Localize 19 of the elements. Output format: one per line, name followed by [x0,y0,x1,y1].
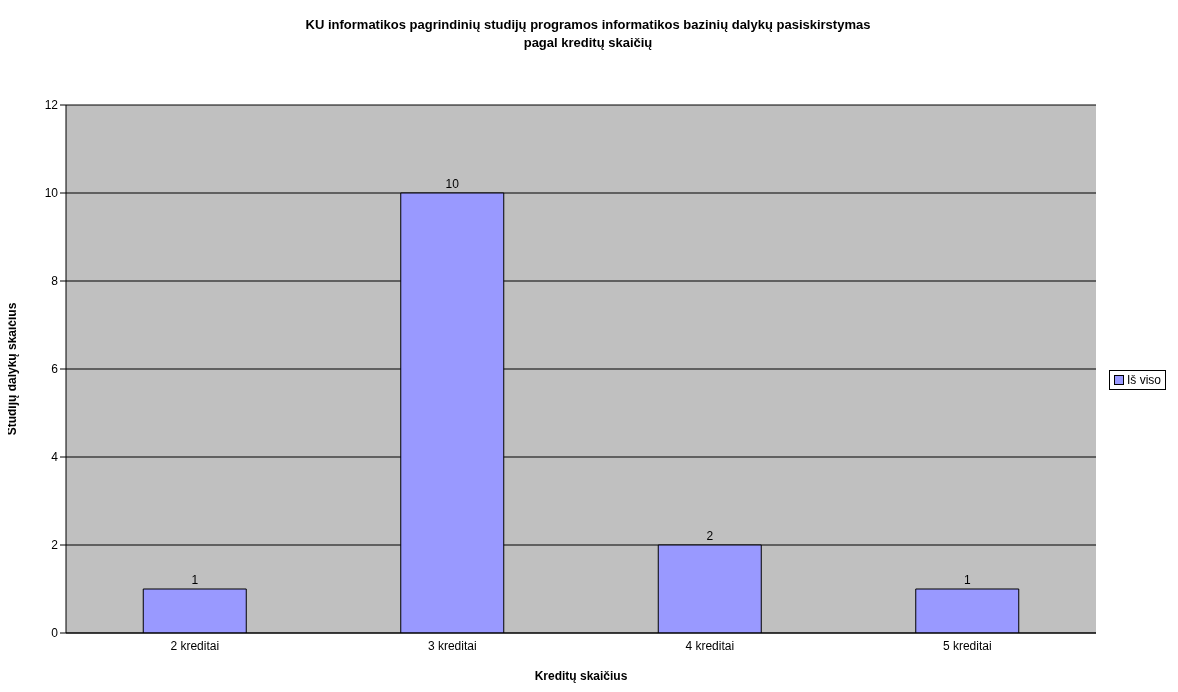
data-label: 1 [963,573,971,587]
y-tick-label: 10 [44,186,59,201]
x-tick-label: 3 kreditai [427,638,477,653]
y-tick-label: 0 [51,626,59,641]
y-tick-label: 12 [44,98,59,113]
x-tick-label: 5 kreditai [942,638,992,653]
y-tick-label: 6 [51,362,59,377]
y-tick-label: 8 [51,274,59,289]
y-tick-label: 2 [51,538,59,553]
data-label: 2 [706,529,714,543]
data-label: 1 [191,573,199,587]
x-axis-title: Kreditų skaičius [534,669,628,683]
y-tick-label: 4 [51,450,59,465]
x-tick-label: 2 kreditai [170,638,220,653]
y-axis-title: Studijų dalykų skaičius [5,302,20,436]
legend-label: Iš viso [1126,373,1161,387]
x-tick-label: 4 kreditai [685,638,735,653]
chart-title: KU informatikos pagrindinių studijų programos informatikos bazinių dalykų pasiskirstymas pagal kreditų skaičių [304,16,872,52]
data-label: 10 [445,177,460,191]
